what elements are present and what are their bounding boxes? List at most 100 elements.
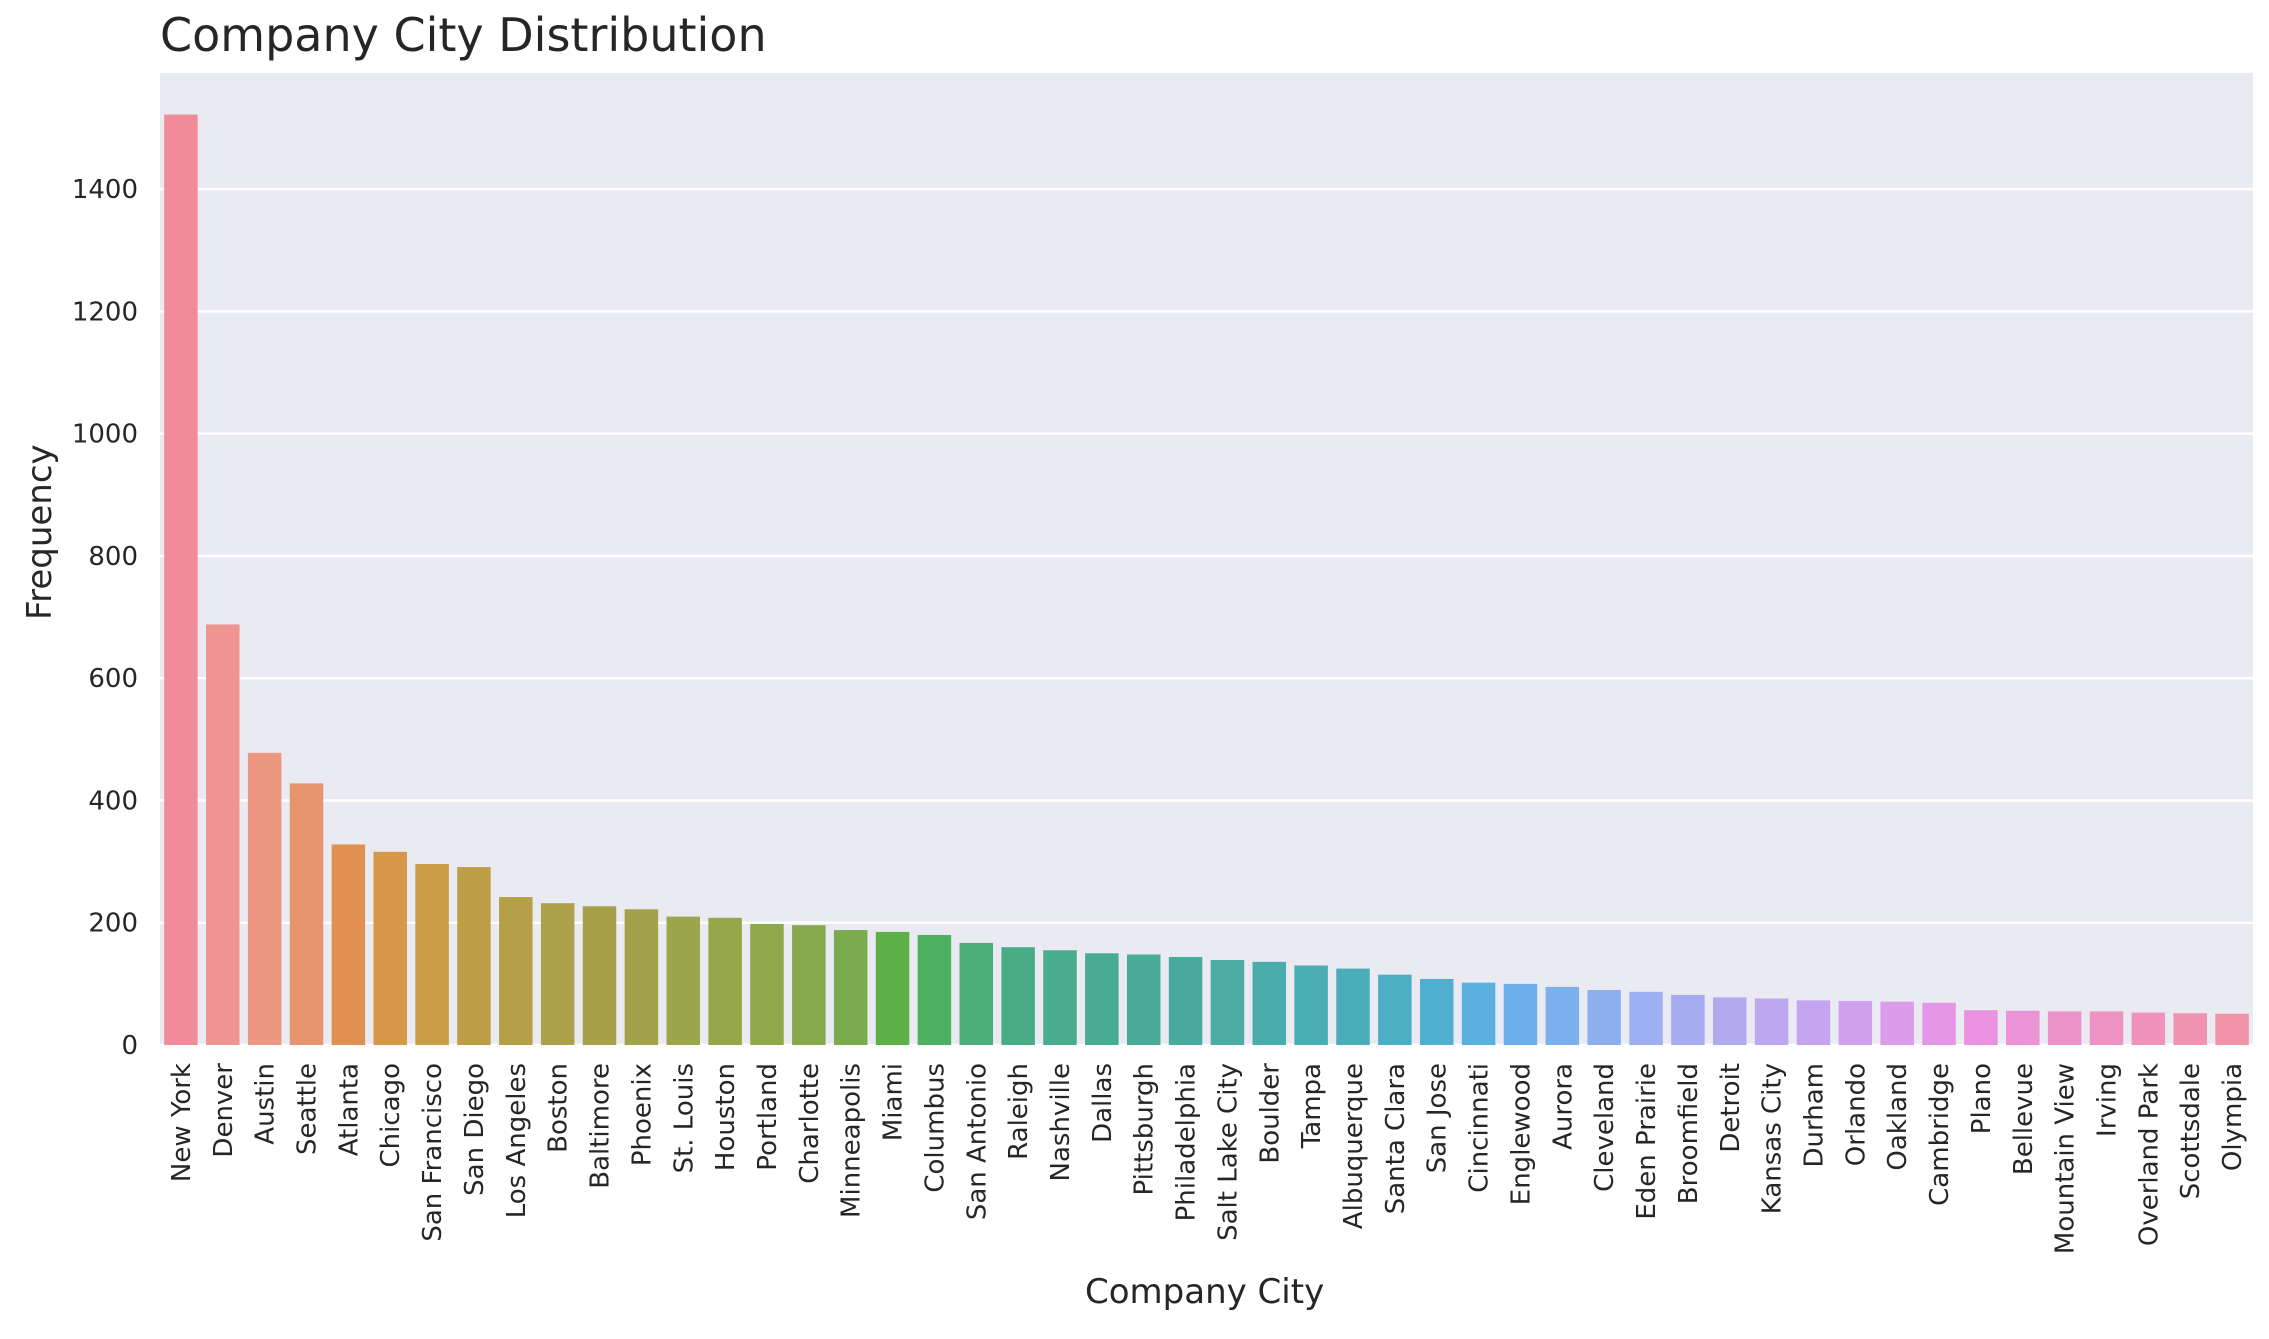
bar <box>1252 961 1287 1045</box>
x-tick-label: Boulder <box>1255 1063 1285 1164</box>
bar <box>2215 1013 2249 1045</box>
x-tick-label: Irving <box>2092 1063 2122 1137</box>
x-tick-label: Seattle <box>293 1063 323 1155</box>
bar <box>708 917 742 1045</box>
bar <box>666 916 700 1045</box>
x-tick-label: Bellevue <box>2009 1063 2039 1175</box>
y-tick-label: 800 <box>88 542 138 572</box>
x-tick-label: Dallas <box>1088 1063 1118 1143</box>
bar <box>2131 1012 2166 1045</box>
x-tick-label: San Francisco <box>418 1063 448 1242</box>
bar <box>1001 947 1035 1045</box>
y-tick-label: 200 <box>88 909 138 939</box>
bar <box>415 864 449 1045</box>
bar <box>457 867 491 1045</box>
x-tick-label: New York <box>167 1063 197 1182</box>
x-tick-label: Philadelphia <box>1172 1063 1202 1221</box>
x-tick-label: Olympia <box>2218 1063 2248 1171</box>
x-tick-label: Charlotte <box>795 1063 825 1184</box>
x-tick-label: Phoenix <box>627 1063 657 1166</box>
bar <box>2047 1011 2082 1045</box>
x-tick-label: Aurora <box>1548 1063 1578 1150</box>
bar <box>540 903 575 1045</box>
x-tick-label: Baltimore <box>586 1063 616 1189</box>
bar <box>792 925 826 1045</box>
x-tick-label: Kansas City <box>1758 1063 1788 1214</box>
x-tick-label: Overland Park <box>2134 1063 2164 1246</box>
bar <box>1168 956 1203 1045</box>
bars <box>164 114 2249 1045</box>
x-tick-label: Austin <box>251 1063 281 1145</box>
y-tick-labels: 0 200 400 600 800 1000 1200 1400 <box>72 175 138 1061</box>
bar <box>2006 1010 2040 1045</box>
x-tick-label: Santa Clara <box>1381 1063 1411 1214</box>
bar <box>1964 1010 1998 1045</box>
bar <box>1503 983 1538 1045</box>
x-tick-label: Cleveland <box>1590 1063 1620 1192</box>
x-tick-label: Tampa <box>1297 1063 1327 1149</box>
x-tick-label: Boston <box>544 1063 574 1153</box>
x-tick-label: Eden Prairie <box>1632 1063 1662 1220</box>
x-tick-label: Oakland <box>1883 1063 1913 1171</box>
bar <box>1419 978 1454 1045</box>
bar <box>2173 1013 2207 1045</box>
x-tick-label: Englewood <box>1506 1063 1536 1205</box>
bar <box>1880 1001 1914 1045</box>
x-tick-label: Raleigh <box>1004 1063 1034 1160</box>
bar <box>750 923 784 1045</box>
bar <box>331 844 366 1045</box>
bar <box>289 783 324 1045</box>
x-tick-label: Los Angeles <box>502 1063 532 1218</box>
x-tick-label: Cincinnati <box>1465 1063 1495 1193</box>
bar <box>1461 982 1496 1045</box>
y-tick-label: 1400 <box>72 175 138 205</box>
x-tick-label: Denver <box>209 1063 239 1158</box>
bar <box>875 931 910 1045</box>
bar <box>582 906 617 1045</box>
bar <box>833 930 868 1045</box>
bar <box>2089 1011 2124 1045</box>
x-tick-label: Albuquerque <box>1339 1063 1369 1229</box>
x-tick-label: Detroit <box>1716 1063 1746 1153</box>
bar <box>1838 1000 1873 1045</box>
x-tick-label: San Diego <box>460 1063 490 1196</box>
plot-area <box>160 73 2253 1045</box>
x-tick-label: St. Louis <box>669 1063 699 1173</box>
x-tick-label: Orlando <box>1841 1063 1871 1166</box>
x-tick-label: Mountain View <box>2051 1063 2081 1254</box>
y-tick-label: 1200 <box>72 297 138 327</box>
x-tick-label: Miami <box>879 1063 909 1141</box>
y-tick-label: 1000 <box>72 420 138 450</box>
bar <box>1796 1000 1831 1045</box>
bar <box>247 752 282 1045</box>
x-tick-label: Cambridge <box>1925 1063 1955 1206</box>
bar <box>206 624 240 1045</box>
bar <box>373 851 407 1045</box>
chart-title: Company City Distribution <box>160 8 767 62</box>
bar <box>1085 953 1119 1045</box>
bar <box>1043 950 1077 1045</box>
x-tick-label: Salt Lake City <box>1213 1063 1243 1241</box>
bar <box>624 909 659 1045</box>
bar <box>1336 968 1370 1045</box>
x-tick-label: Broomfield <box>1674 1063 1704 1204</box>
bar <box>1754 998 1789 1045</box>
x-tick-label: San Antonio <box>962 1063 992 1220</box>
x-tick-label: San Jose <box>1423 1063 1453 1173</box>
bar <box>1126 954 1161 1045</box>
bar <box>1629 991 1663 1045</box>
x-tick-label: Pittsburgh <box>1130 1063 1160 1195</box>
x-tick-label: Minneapolis <box>837 1063 867 1218</box>
x-tick-labels: New York Denver Austin Seattle Atlanta Chicag… <box>167 1063 2248 1254</box>
x-tick-label: Portland <box>753 1063 783 1171</box>
bar <box>1210 960 1245 1045</box>
y-tick-label: 600 <box>88 664 138 694</box>
x-tick-label: Columbus <box>920 1063 950 1193</box>
x-tick-label: Durham <box>1799 1063 1829 1167</box>
bar <box>499 897 533 1045</box>
bar <box>1713 997 1747 1045</box>
x-tick-label: Nashville <box>1046 1063 1076 1181</box>
bar <box>959 942 994 1045</box>
bar <box>164 114 198 1045</box>
